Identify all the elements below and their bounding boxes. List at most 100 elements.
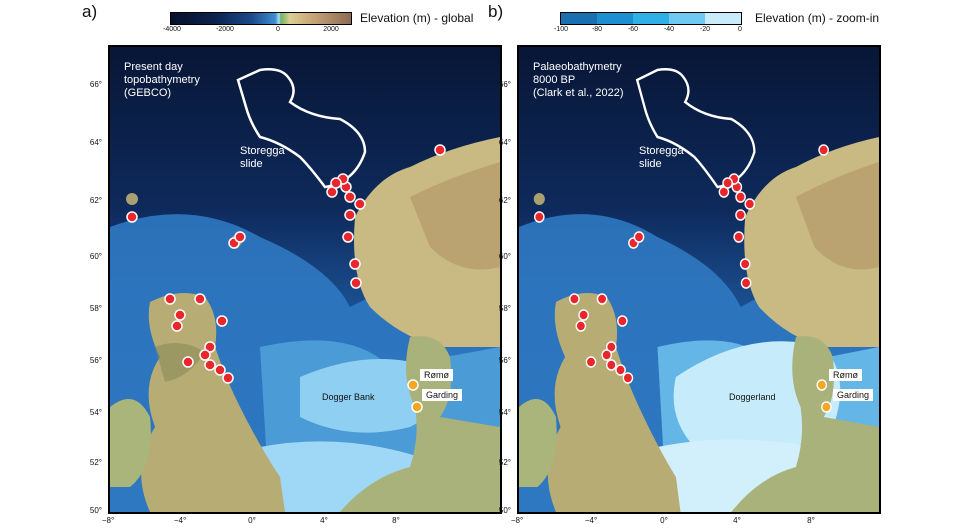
site-marker [744, 198, 756, 210]
site-marker [585, 356, 597, 368]
lat-label: 58° [89, 304, 102, 313]
cbar-tick: -80 [591, 26, 603, 33]
site-marker [818, 144, 829, 156]
map-present-day: Present day topobathymetry (GEBCO) Store… [108, 45, 502, 514]
colorbar-zoom [560, 12, 742, 25]
site-marker [349, 258, 361, 270]
site-marker [344, 191, 356, 203]
site-marker [234, 231, 246, 243]
lon-label: 4° [320, 516, 328, 525]
site-marker [330, 177, 342, 189]
map-palaeo: Palaeobathymetry 8000 BP (Clark et al., … [517, 45, 881, 514]
slide-label: slide [240, 158, 263, 170]
cbar-tick: -40 [663, 26, 675, 33]
panel-info-line: (GEBCO) [124, 87, 172, 99]
site-marker-orange [821, 401, 832, 413]
lon-label: 8° [807, 516, 815, 525]
site-marker [733, 231, 744, 243]
lon-label: 4° [733, 516, 741, 525]
panel-info-line: Palaeobathymetry [533, 61, 622, 73]
slide-label: slide [639, 158, 662, 170]
lat-label: 50° [498, 506, 511, 515]
region-label: Doggerland [729, 392, 776, 402]
colorbar-global [170, 12, 352, 25]
site-marker [126, 211, 138, 223]
lat-label: 64° [498, 138, 511, 147]
lon-label: 0° [660, 516, 668, 525]
panel-letter-a: a) [82, 2, 98, 21]
site-marker [174, 309, 186, 321]
lat-label: 66° [498, 80, 511, 89]
colorbar-label: Elevation (m) - global [360, 11, 474, 25]
site-label-romo: Rømø [829, 369, 862, 381]
site-marker [739, 258, 751, 270]
panel-info-line: (Clark et al., 2022) [533, 87, 624, 99]
site-marker [534, 211, 545, 223]
region-label: Dogger Bank [322, 392, 375, 402]
lat-label: 54° [498, 408, 511, 417]
site-marker [344, 209, 356, 221]
cbar-tick: -20 [699, 26, 711, 33]
slide-label: Storegga [639, 145, 684, 157]
lat-label: 66° [89, 80, 102, 89]
panel-info-line: Present day [124, 61, 183, 73]
storegga-slide-outline [236, 68, 367, 189]
lon-label: −8° [510, 516, 524, 525]
panel-letter-b: b) [488, 2, 504, 21]
lon-label: 8° [392, 516, 400, 525]
lat-label: 52° [498, 458, 511, 467]
lat-label: 60° [89, 252, 102, 261]
lat-label: 62° [498, 196, 511, 205]
lon-label: −4° [173, 516, 187, 525]
lat-label: 56° [89, 356, 102, 365]
site-marker [194, 293, 206, 305]
site-marker [578, 309, 589, 321]
lat-label: 60° [498, 252, 511, 261]
site-marker [575, 320, 587, 332]
lon-label: −4° [584, 516, 598, 525]
cbar-tick: -60 [627, 26, 639, 33]
site-marker [596, 293, 608, 305]
slide-label: Storegga [240, 145, 285, 157]
site-marker [633, 231, 645, 243]
site-marker [569, 293, 580, 305]
storegga-slide-outline [635, 68, 756, 189]
site-marker [617, 315, 628, 327]
site-marker [606, 341, 617, 353]
cbar-tick: -2000 [216, 26, 234, 33]
site-marker [199, 349, 211, 361]
lat-label: 52° [89, 458, 102, 467]
lat-label: 62° [89, 196, 102, 205]
site-marker [354, 198, 366, 210]
site-marker-orange [411, 401, 423, 413]
lat-label: 64° [89, 138, 102, 147]
site-marker [342, 231, 354, 243]
site-marker [740, 277, 752, 289]
site-marker [216, 315, 228, 327]
site-label-romo: Rømø [420, 369, 453, 381]
site-label-garding: Garding [833, 389, 874, 401]
lat-label: 50° [89, 506, 102, 515]
site-marker-orange [407, 379, 419, 391]
lat-label: 58° [498, 304, 511, 313]
site-marker [722, 177, 733, 189]
lon-label: −8° [101, 516, 115, 525]
site-marker [171, 320, 183, 332]
site-marker-orange [816, 379, 828, 391]
site-label-garding: Garding [422, 389, 463, 401]
colorbar-label: Elevation (m) - zoom-in [755, 11, 880, 25]
cbar-tick: 0 [276, 26, 280, 33]
cbar-tick: 0 [738, 26, 742, 33]
cbar-tick: -100 [553, 26, 569, 33]
cbar-tick: -4000 [163, 26, 181, 33]
site-marker [182, 356, 194, 368]
site-marker [434, 144, 446, 156]
site-marker [622, 372, 634, 384]
panel-info-line: 8000 BP [533, 74, 576, 86]
lat-label: 54° [89, 408, 102, 417]
site-marker [735, 209, 746, 221]
site-marker [350, 277, 362, 289]
site-marker [615, 364, 626, 376]
site-marker [214, 364, 226, 376]
site-marker [164, 293, 176, 305]
